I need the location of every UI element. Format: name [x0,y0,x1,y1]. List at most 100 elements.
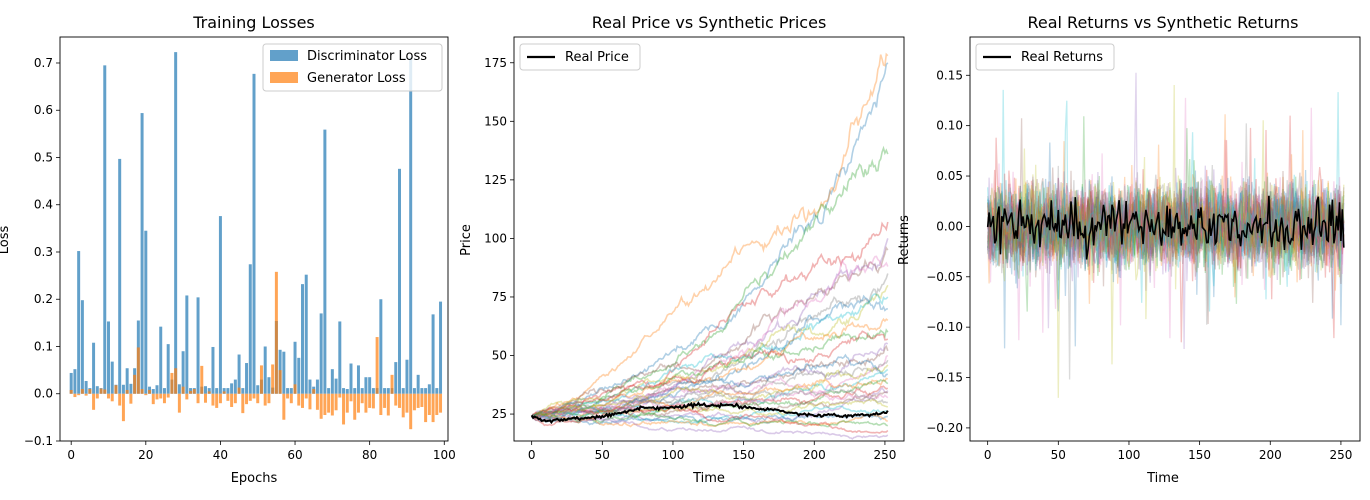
discriminator-loss-bar [323,129,327,394]
generator-loss-bar [301,393,304,408]
generator-loss-bar [256,393,260,404]
discriminator-loss-bar [394,362,398,394]
generator-loss-bar [189,390,193,394]
discriminator-loss-bar [77,251,81,394]
training-losses-panel: Training Losses 0 20 40 60 80 100 −0.1 0.0 0.1 0… [0,13,456,486]
generator-loss-bar [263,393,267,406]
generator-loss-bar [360,393,364,404]
synthetic-price-line [531,364,889,418]
y-tick-label: 100 [484,231,507,245]
synthetic-price-line [531,294,889,423]
generator-loss-bar [349,393,353,402]
synthetic-price-line [531,293,889,417]
discriminator-loss-bar [159,326,163,394]
discriminator-loss-bar [334,378,338,394]
synthetic-price-line [531,342,889,419]
generator-loss-bar [282,393,286,420]
synthetic-price-line [531,368,889,422]
synthetic-price-line [531,344,889,418]
generator-loss-bar [304,393,308,399]
lines-layer [530,52,889,440]
discriminator-loss-bar [151,389,155,394]
lines-layer [986,72,1345,398]
generator-loss-bar [259,365,263,394]
generator-loss-bar [166,393,170,398]
discriminator-loss-bar [237,354,241,394]
synthetic-price-line [531,387,888,423]
generator-loss-bar [412,393,416,411]
x-tick-label: 200 [1259,448,1282,462]
generator-loss-bar [345,393,349,413]
synthetic-returns-line [987,84,1345,320]
generator-loss-bar [323,393,327,416]
generator-loss-bar [342,393,346,425]
legend-label-real-returns: Real Returns [1021,50,1103,65]
generator-loss-bar [207,391,211,394]
generator-loss-bar [148,389,152,394]
generator-loss-bar [289,393,293,404]
y-tick-label: 0.6 [34,103,53,117]
generator-loss-bar [222,391,226,394]
generator-loss-bar [95,393,99,399]
discriminator-loss-bar [360,388,364,394]
discriminator-loss-bar [118,158,122,394]
discriminator-loss-bar [439,301,443,394]
discriminator-loss-bar [162,388,166,394]
generator-loss-bar [334,393,338,411]
synthetic-price-line [531,255,889,417]
synthetic-price-line [531,398,889,418]
y-tick-label: 0.4 [34,198,53,212]
generator-loss-bar [155,393,159,400]
x-tick-label: 60 [287,448,302,462]
discriminator-loss-bar [401,388,405,394]
discriminator-loss-bar [319,313,323,394]
y-tick-label: −0.20 [926,421,963,435]
synthetic-price-line [531,354,889,420]
generator-loss-bar [427,393,431,416]
generator-loss-bar [386,393,390,416]
generator-loss-bar [103,389,107,394]
synthetic-price-line [531,413,888,426]
generator-loss-bar [327,393,331,413]
y-tick-label: 0.00 [936,219,963,233]
generator-loss-bar [379,393,383,416]
generator-loss-bar [286,393,290,399]
synthetic-price-line [531,317,889,418]
generator-loss-bar [110,393,114,402]
discriminator-loss-bar [353,388,357,394]
discriminator-loss-bar [338,321,342,394]
generator-loss-bar [99,388,103,394]
discriminator-loss-bar [412,388,416,394]
discriminator-loss-bar [129,383,133,394]
generator-loss-bar [401,393,405,418]
generator-loss-bar [233,393,237,404]
x-tick-label: 50 [595,448,610,462]
generator-loss-bar [200,365,204,394]
synthetic-price-line [531,377,889,423]
discriminator-loss-bar [424,388,428,394]
synthetic-returns-line [987,171,1345,274]
synthetic-returns-line [987,115,1345,343]
generator-loss-bar [177,393,181,413]
generator-loss-bar [133,374,137,394]
discriminator-loss-bar [368,377,372,394]
generator-loss-bar [394,393,398,406]
generator-loss-bar [420,393,424,407]
y-tick-label: 175 [484,56,507,70]
y-tick-label: 0.3 [34,245,53,259]
discriminator-loss-bar [107,321,110,394]
generator-loss-bar [435,393,439,416]
generator-loss-bar [140,389,144,394]
discriminator-loss-bar [379,299,383,394]
discriminator-loss-bar [383,388,387,394]
synthetic-price-line [531,221,889,417]
y-tick-label: 50 [492,349,507,363]
discriminator-loss-bar [364,377,368,394]
price-panel: Real Price vs Synthetic Prices 0 50 100 150… [459,13,905,486]
generator-loss-bar [88,389,92,394]
synthetic-price-line [531,387,889,425]
generator-loss-bar [356,393,360,413]
discriminator-loss-bar [308,379,312,394]
discriminator-loss-bar [84,380,88,394]
discriminator-loss-bar [342,388,346,394]
